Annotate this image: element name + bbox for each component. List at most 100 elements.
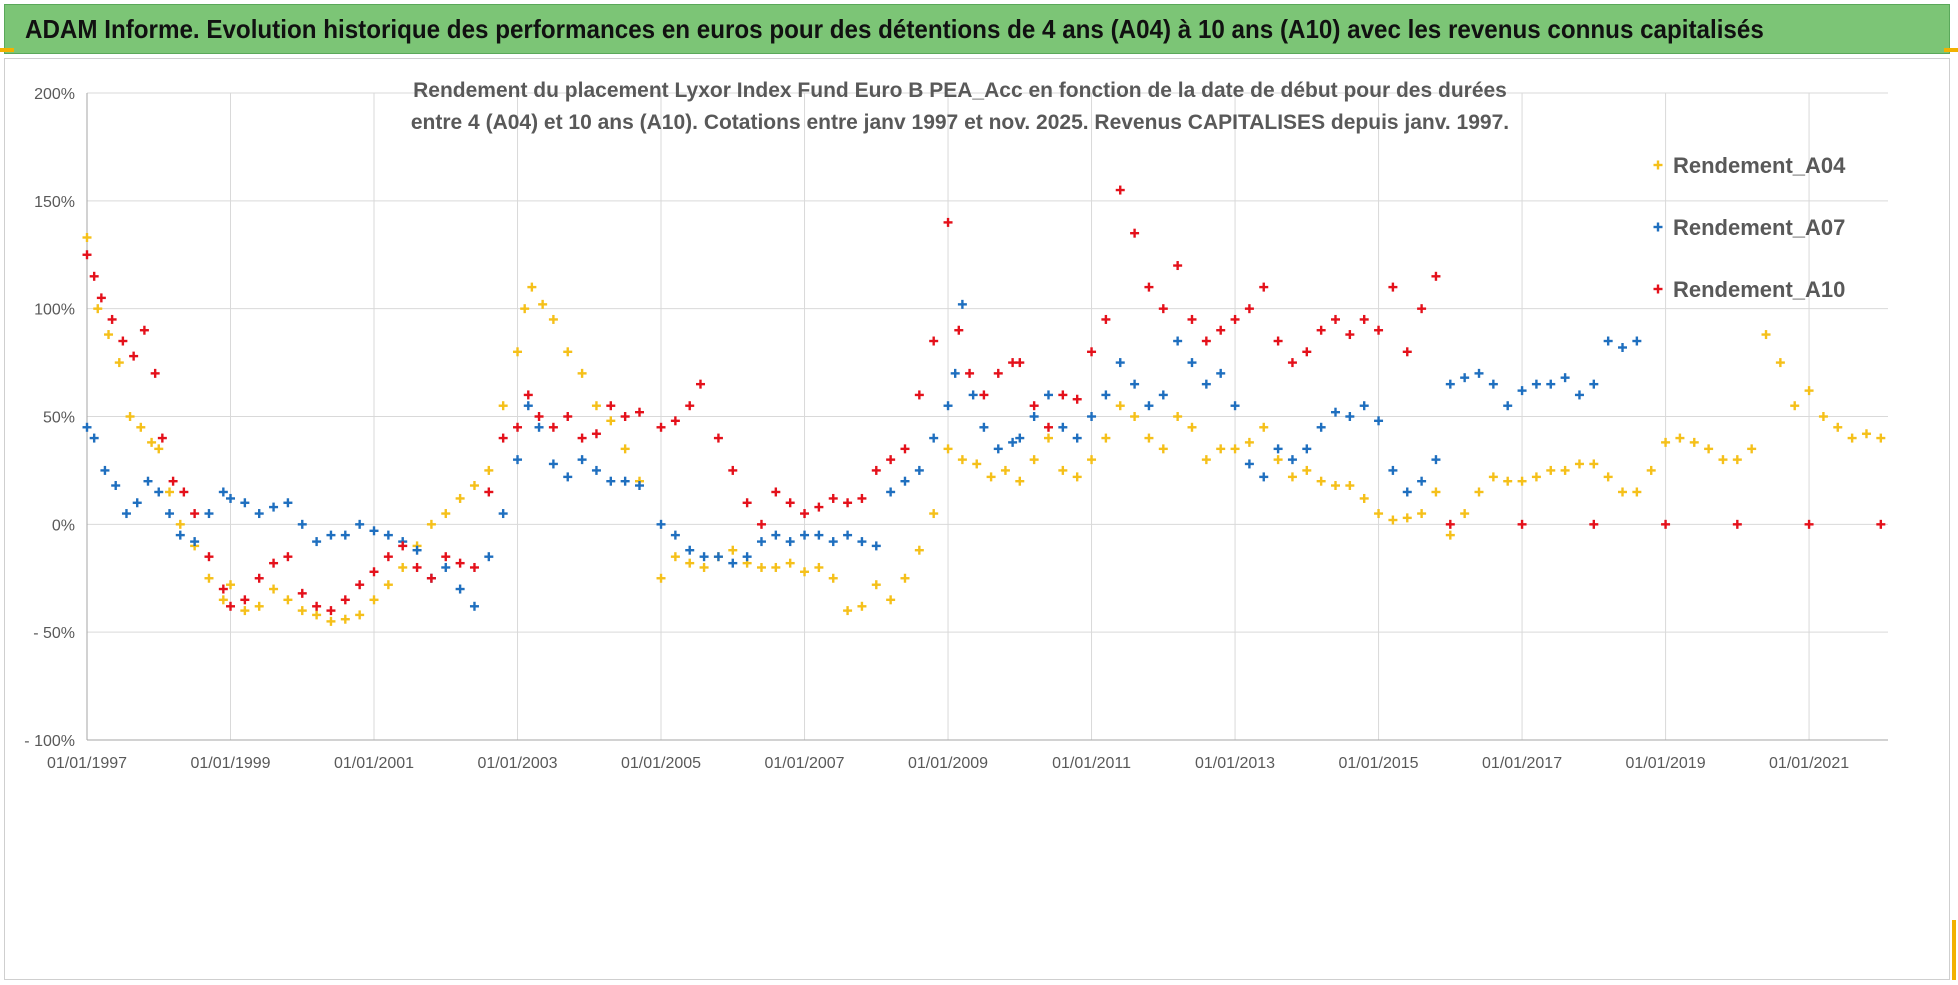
- data-point-rendement-a04: [620, 444, 630, 454]
- data-point-rendement-a07: [857, 537, 867, 547]
- data-point-rendement-a07: [1402, 487, 1412, 497]
- data-point-rendement-a10: [1144, 282, 1154, 292]
- data-point-rendement-a04: [340, 614, 350, 624]
- data-point-rendement-a07: [534, 422, 544, 432]
- data-point-rendement-a10: [179, 487, 189, 497]
- data-point-rendement-a07: [548, 459, 558, 469]
- data-point-rendement-a04: [1460, 509, 1470, 519]
- data-point-rendement-a10: [369, 567, 379, 577]
- chart-area: 200% 150% 100% 50% 0% - 50% - 100% 01/01/1997 01…: [4, 58, 1950, 980]
- data-point-rendement-a04: [513, 347, 523, 357]
- x-tick-label: 01/01/2015: [1339, 755, 1419, 772]
- data-point-rendement-a04: [204, 573, 214, 583]
- data-point-rendement-a04: [1244, 437, 1254, 447]
- data-point-rendement-a10: [828, 493, 838, 503]
- data-point-rendement-a07: [1316, 422, 1326, 432]
- data-point-rendement-a07: [1560, 373, 1570, 383]
- data-point-rendement-a04: [136, 422, 146, 432]
- data-point-rendement-a10: [728, 465, 738, 475]
- data-point-rendement-a10: [426, 573, 436, 583]
- data-point-rendement-a07: [383, 530, 393, 540]
- data-point-rendement-a04: [1445, 530, 1455, 540]
- data-point-rendement-a10: [1101, 314, 1111, 324]
- data-point-rendement-a04: [814, 562, 824, 572]
- data-point-rendement-a07: [190, 537, 200, 547]
- data-point-rendement-a10: [412, 562, 422, 572]
- data-point-rendement-a04: [1775, 358, 1785, 368]
- data-point-rendement-a07: [591, 465, 601, 475]
- data-point-rendement-a04: [1043, 433, 1053, 443]
- data-point-rendement-a04: [1345, 481, 1355, 491]
- data-point-rendement-a04: [1115, 401, 1125, 411]
- data-point-rendement-a10: [1359, 314, 1369, 324]
- data-point-rendement-a04: [1273, 455, 1283, 465]
- data-point-rendement-a04: [93, 304, 103, 314]
- data-point-rendement-a04: [114, 358, 124, 368]
- data-point-rendement-a07: [1632, 336, 1642, 346]
- data-point-rendement-a04: [1374, 509, 1384, 519]
- data-point-rendement-a07: [1431, 455, 1441, 465]
- data-point-rendement-a10: [355, 580, 365, 590]
- data-point-rendement-a07: [1417, 476, 1427, 486]
- data-point-rendement-a07: [1517, 386, 1527, 396]
- data-point-rendement-a04: [147, 437, 157, 447]
- data-point-rendement-a04: [1861, 429, 1871, 439]
- data-point-rendement-a10: [150, 368, 160, 378]
- x-tick-label: 01/01/1999: [190, 755, 270, 772]
- data-point-rendement-a04: [154, 444, 164, 454]
- data-point-rendement-a07: [1216, 368, 1226, 378]
- data-point-rendement-a07: [771, 530, 781, 540]
- data-point-rendement-a04: [1287, 472, 1297, 482]
- data-point-rendement-a10: [326, 606, 336, 616]
- data-point-rendement-a10: [240, 595, 250, 605]
- data-point-rendement-a10: [82, 250, 92, 260]
- data-point-rendement-a04: [929, 509, 939, 519]
- data-point-rendement-a04: [226, 580, 236, 590]
- y-tick-label: 150%: [34, 194, 75, 211]
- data-point-rendement-a07: [1015, 433, 1025, 443]
- data-point-rendement-a07: [957, 299, 967, 309]
- data-point-rendement-a04: [469, 481, 479, 491]
- legend-marker-rendement-a04: [1653, 160, 1663, 170]
- data-point-rendement-a04: [1804, 386, 1814, 396]
- data-point-rendement-a07: [312, 537, 322, 547]
- legend-marker-rendement-a10: [1653, 284, 1663, 294]
- legend-label-rendement-a04: Rendement_A04: [1673, 153, 1846, 178]
- data-point-rendement-a07: [498, 509, 508, 519]
- data-point-rendement-a10: [1417, 304, 1427, 314]
- data-point-rendement-a04: [1560, 465, 1570, 475]
- x-tick-label: 01/01/2003: [477, 755, 557, 772]
- data-point-rendement-a10: [1259, 282, 1269, 292]
- data-point-rendement-a07: [577, 455, 587, 465]
- data-point-rendement-a04: [297, 606, 307, 616]
- data-point-rendement-a07: [1302, 444, 1312, 454]
- data-point-rendement-a10: [1072, 394, 1082, 404]
- data-point-rendement-a04: [82, 232, 92, 242]
- data-point-rendement-a07: [1359, 401, 1369, 411]
- data-point-rendement-a04: [1144, 433, 1154, 443]
- banner-title: ADAM Informe. Evolution historique des p…: [25, 13, 1764, 44]
- data-point-rendement-a04: [355, 610, 365, 620]
- data-point-rendement-a04: [383, 580, 393, 590]
- data-point-rendement-a04: [1818, 412, 1828, 421]
- data-point-rendement-a10: [534, 412, 544, 421]
- data-point-rendement-a07: [606, 476, 616, 486]
- data-point-rendement-a07: [900, 476, 910, 486]
- data-point-rendement-a07: [620, 476, 630, 486]
- data-point-rendement-a07: [950, 368, 960, 378]
- data-point-rendement-a10: [800, 509, 810, 519]
- data-point-rendement-a04: [283, 595, 293, 605]
- data-point-rendement-a07: [1187, 358, 1197, 368]
- data-point-rendement-a04: [900, 573, 910, 583]
- data-point-rendement-a10: [1445, 519, 1455, 529]
- data-point-rendement-a10: [1115, 185, 1125, 195]
- data-point-rendement-a04: [1517, 476, 1527, 486]
- page-banner: ADAM Informe. Evolution historique des p…: [4, 4, 1950, 54]
- data-point-rendement-a10: [742, 498, 752, 508]
- data-point-rendement-a04: [943, 444, 953, 454]
- data-point-rendement-a07: [1201, 379, 1211, 389]
- data-point-rendement-a10: [297, 588, 307, 598]
- data-point-rendement-a07: [1115, 358, 1125, 368]
- data-point-rendement-a07: [1173, 336, 1183, 346]
- x-tick-label: 01/01/2007: [764, 755, 844, 772]
